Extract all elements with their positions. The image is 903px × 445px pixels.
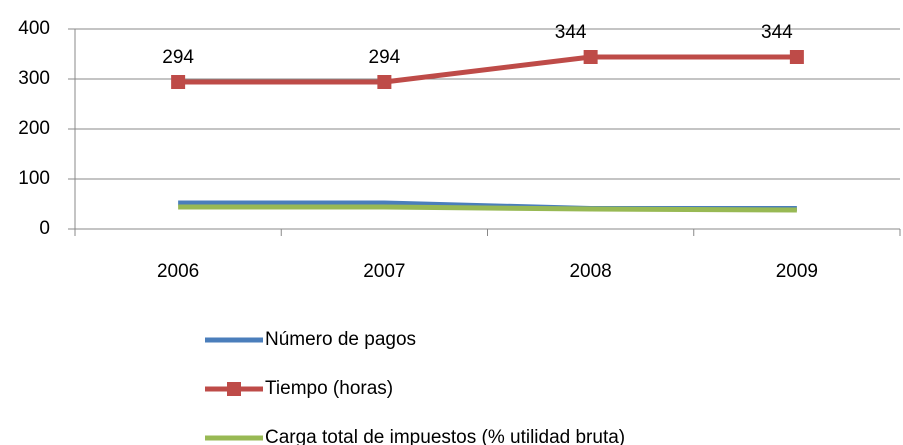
legend-label: Tiempo (horas): [265, 378, 393, 399]
y-tick-label: 300: [18, 68, 50, 89]
legend-marker: [227, 382, 241, 396]
data-label: 294: [369, 47, 401, 68]
y-tick-label: 0: [39, 218, 50, 239]
x-tick-label: 2008: [569, 261, 611, 282]
data-label: 294: [162, 47, 194, 68]
series-line: [178, 204, 797, 213]
x-tick-label: 2006: [157, 261, 199, 282]
series-line: [178, 54, 797, 85]
marker: [789, 50, 804, 64]
y-tick-label: 100: [18, 168, 50, 189]
legend-label: Número de pagos: [265, 329, 416, 350]
y-tick-label: 200: [18, 118, 50, 139]
data-label: 344: [555, 22, 587, 43]
y-tick-label: 400: [18, 18, 50, 39]
marker: [171, 75, 186, 89]
marker: [377, 75, 392, 89]
x-tick-label: 2009: [776, 261, 818, 282]
data-label: 344: [761, 22, 793, 43]
x-tick-label: 2007: [363, 261, 405, 282]
legend-label: Carga total de impuestos (% utilidad bru…: [265, 427, 625, 445]
marker: [583, 50, 598, 64]
